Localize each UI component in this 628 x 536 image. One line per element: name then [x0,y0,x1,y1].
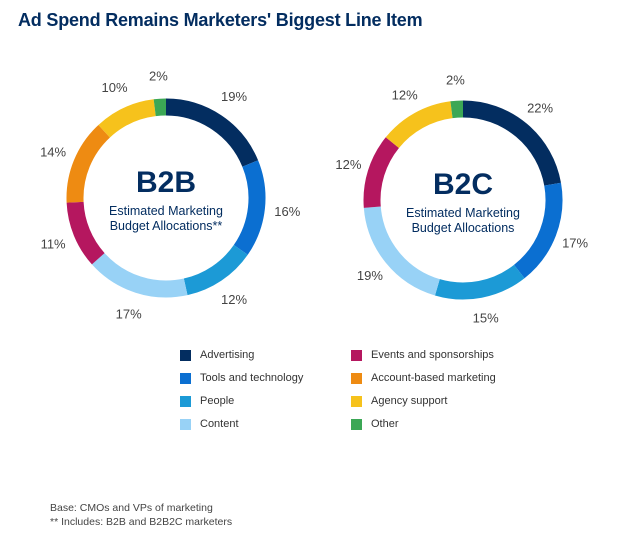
b2b-slice-account-based-marketing [66,124,111,203]
b2c-subtitle-line-2: Budget Allocations [412,221,515,235]
b2c-slice-people [434,264,525,300]
b2c-donut-chart: 22% 17% 15% 19% 12% 12% 2% B2C Estimated Marketi… [335,73,588,326]
legend-label-other: Other [371,418,399,430]
legend-label-agency-support: Agency support [371,395,448,407]
legend-swatch-advertising [180,349,191,361]
b2b-center-label: B2B [136,166,196,199]
b2b-label-agency-support: 10% [101,80,127,95]
b2b-label-advertising: 19% [221,89,247,104]
legend-label-content: Content [200,418,239,430]
legend-item-advertising: Advertising [180,349,254,361]
b2b-label-tools-and-technology: 16% [274,204,300,219]
b2b-slice-advertising [165,98,259,167]
b2b-slice-people [183,244,248,296]
donut-charts: 19% 16% 12% 17% 11% 14% 10% 2% B2B Estimated Mark… [40,69,588,326]
legend-item-tools-and-technology: Tools and technology [180,372,303,384]
legend-swatch-other [351,418,362,430]
b2b-subtitle-line-1: Estimated Marketing [109,204,223,218]
b2b-subtitle-line-2: Budget Allocations** [110,219,223,233]
legend-swatch-people [180,395,191,407]
b2c-label-people: 15% [473,310,499,325]
b2b-slice-tools-and-technology [233,160,266,255]
legend-label-tools-and-technology: Tools and technology [200,372,304,384]
legend-swatch-tools-and-technology [180,372,191,384]
legend-label-advertising: Advertising [200,349,255,361]
chart-title: Ad Spend Remains Marketers' Biggest Line… [18,10,423,30]
b2b-slice-content [91,252,188,298]
b2c-label-content: 19% [357,268,383,283]
b2c-slice-other [450,100,464,119]
footnote-includes: ** Includes: B2B and B2B2C marketers [50,516,233,528]
legend-item-people: People [180,395,234,407]
legend-swatch-events-and-sponsorships [351,349,362,361]
legend-label-events-and-sponsorships: Events and sponsorships [371,349,494,361]
b2b-label-other: 2% [149,69,168,84]
b2b-donut-chart: 19% 16% 12% 17% 11% 14% 10% 2% B2B Estimated Mark… [40,69,301,322]
legend-item-account-based-marketing: Account-based marketing [351,372,496,384]
b2c-subtitle-line-1: Estimated Marketing [406,206,520,220]
b2b-slice-other [153,98,167,117]
legend: Advertising Tools and technology People … [0,349,628,439]
legend-item-content: Content [180,418,239,430]
legend-swatch-account-based-marketing [351,372,362,384]
b2c-label-other: 2% [446,73,465,88]
legend-swatch-content [180,418,191,430]
b2c-label-events-and-sponsorships: 12% [335,157,361,172]
b2c-slice-events-and-sponsorships [363,137,400,208]
b2c-label-advertising: 22% [527,101,553,116]
b2b-slice-agency-support [98,99,157,138]
b2c-label-agency-support: 12% [392,88,418,103]
b2c-slice-tools-and-technology [513,182,563,279]
b2c-center-label: B2C [433,168,493,201]
legend-item-other: Other [351,418,399,430]
legend-item-events-and-sponsorships: Events and sponsorships [351,349,494,361]
footnote-base: Base: CMOs and VPs of marketing [50,502,213,514]
b2b-label-events-and-sponsorships: 11% [41,237,66,252]
b2b-slice-events-and-sponsorships [66,201,105,265]
legend-item-agency-support: Agency support [351,395,447,407]
legend-label-people: People [200,395,235,407]
legend-label-account-based-marketing: Account-based marketing [371,372,496,384]
b2b-label-account-based-marketing: 14% [40,144,66,159]
b2c-label-tools-and-technology: 17% [562,235,588,250]
legend-swatch-agency-support [351,395,362,407]
b2c-slice-content [363,206,441,296]
b2c-slice-advertising [462,100,561,186]
b2b-label-people: 12% [221,292,247,307]
b2c-slice-agency-support [385,101,453,149]
b2b-label-content: 17% [116,307,142,322]
